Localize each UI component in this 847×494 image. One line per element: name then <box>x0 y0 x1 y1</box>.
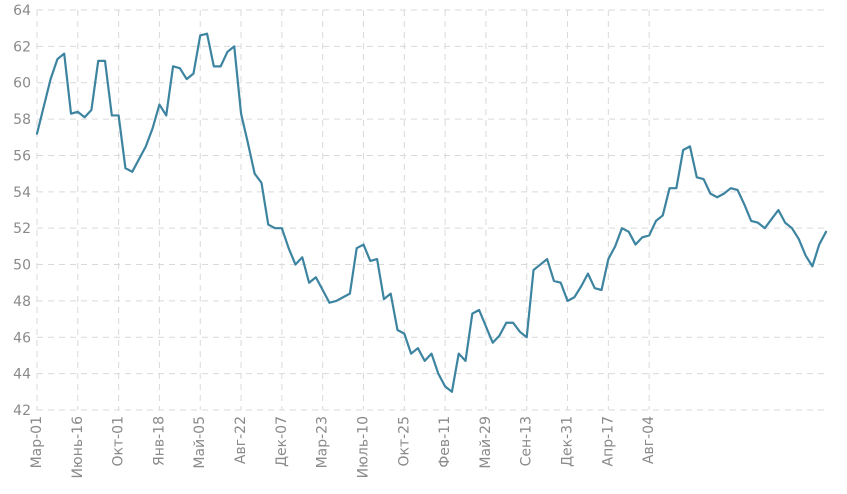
x-tick-label: Мар-01 <box>29 416 45 468</box>
x-tick-label: Окт-01 <box>111 416 127 467</box>
y-tick-label: 60 <box>13 76 31 92</box>
y-tick-label: 64 <box>13 3 31 19</box>
y-tick-label: 42 <box>13 403 31 419</box>
x-tick-label: Окт-25 <box>396 416 412 467</box>
x-tick-label: Май-05 <box>192 416 208 469</box>
y-tick-label: 48 <box>13 294 31 310</box>
y-tick-label: 52 <box>13 221 31 237</box>
x-tick-label: Дек-07 <box>274 416 290 467</box>
x-tick-label: Янв-18 <box>151 416 167 466</box>
x-tick-label: Июнь-16 <box>70 416 86 479</box>
x-tick-label: Сен-13 <box>519 416 535 466</box>
y-tick-label: 62 <box>13 39 31 55</box>
x-tick-label: Мар-23 <box>315 416 331 468</box>
x-tick-label: Май-29 <box>478 416 494 469</box>
series-line <box>35 32 828 393</box>
x-tick-label: Июль-10 <box>355 416 371 478</box>
x-axis-tick-labels: Мар-01 Июнь-16 Окт-01 Янв-18 Май-05 Авг-22 Дек… <box>29 416 657 479</box>
y-tick-label: 46 <box>13 330 31 346</box>
y-tick-label: 56 <box>13 148 31 164</box>
y-axis-tick-labels: 42 44 46 48 50 52 54 56 58 60 62 64 <box>13 3 31 419</box>
x-tick-label: Авг-22 <box>233 416 249 464</box>
y-tick-label: 58 <box>13 112 31 128</box>
x-tick-label: Авг-04 <box>641 416 657 464</box>
y-tick-label: 44 <box>13 367 31 383</box>
x-tick-label: Фев-11 <box>437 416 453 468</box>
x-tick-label: Апр-17 <box>600 416 616 466</box>
x-tick-label: Дек-31 <box>560 416 576 467</box>
series-layer <box>35 32 828 393</box>
y-tick-label: 50 <box>13 258 31 274</box>
grid <box>36 9 826 411</box>
y-tick-label: 54 <box>13 185 31 201</box>
